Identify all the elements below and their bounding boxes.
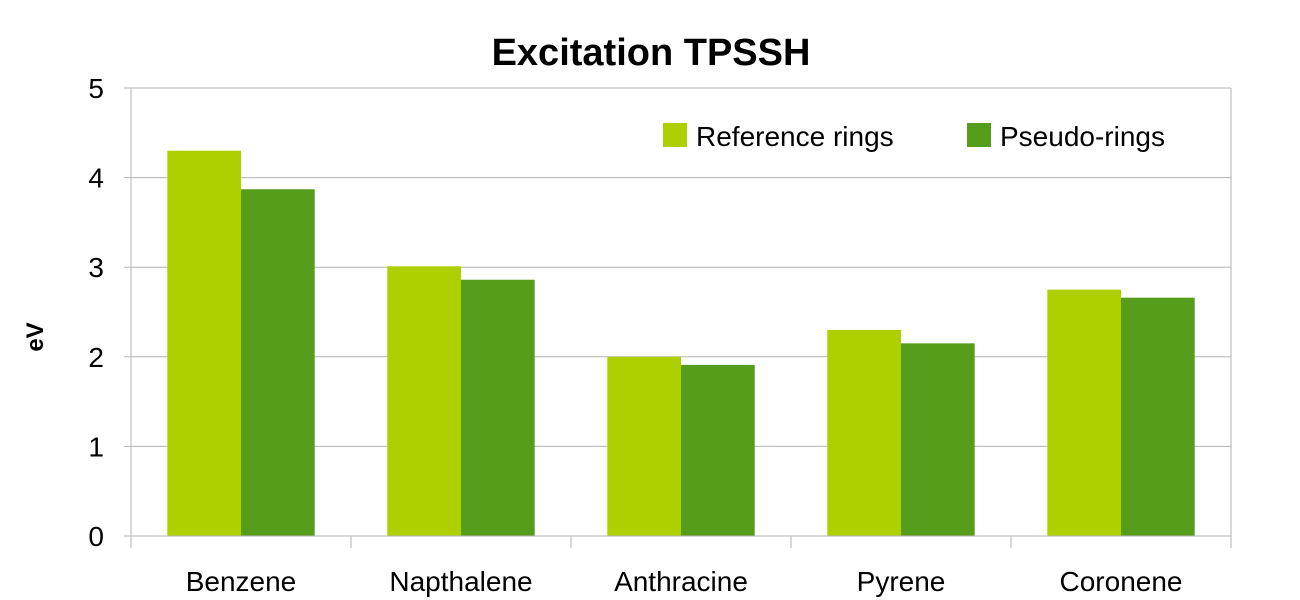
legend-label-1: Pseudo-rings <box>1000 121 1165 152</box>
bar-reference-rings-coronene <box>1047 289 1121 536</box>
legend: Reference rings Pseudo-rings <box>663 121 1165 152</box>
y-tick-labels: 0 1 2 3 4 5 <box>88 73 104 552</box>
x-tick-label-pyrene: Pyrene <box>857 566 946 597</box>
bar-pseudo-rings-benzene <box>241 189 315 537</box>
x-tick-label-benzene: Benzene <box>186 566 297 597</box>
legend-swatch-1 <box>967 123 991 147</box>
bar-reference-rings-benzene <box>167 150 241 536</box>
bar-pseudo-rings-napthalene <box>461 279 535 536</box>
legend-swatch-0 <box>663 123 687 147</box>
y-tick-label-0: 0 <box>88 521 104 552</box>
legend-label-0: Reference rings <box>696 121 894 152</box>
x-tick-label-napthalene: Napthalene <box>389 566 532 597</box>
bar-reference-rings-napthalene <box>387 266 461 536</box>
bar-pseudo-rings-pyrene <box>901 343 975 536</box>
y-tick-label-3: 3 <box>88 252 104 283</box>
bars <box>167 150 1195 537</box>
x-tick-labels: Benzene Napthalene Anthracine Pyrene Coronen… <box>186 566 1183 597</box>
bar-pseudo-rings-anthracine <box>681 364 755 536</box>
x-tick-label-anthracine: Anthracine <box>614 566 748 597</box>
chart-title: Excitation TPSSH <box>492 32 811 74</box>
bar-reference-rings-anthracine <box>607 356 681 536</box>
bar-reference-rings-pyrene <box>827 329 901 536</box>
y-tick-label-4: 4 <box>88 163 104 194</box>
y-tick-label-5: 5 <box>88 73 104 104</box>
x-tick-label-coronene: Coronene <box>1060 566 1183 597</box>
y-axis-label: eV <box>22 322 49 351</box>
axes <box>124 87 1232 548</box>
bar-pseudo-rings-coronene <box>1121 297 1195 536</box>
y-tick-label-2: 2 <box>88 342 104 373</box>
y-tick-label-1: 1 <box>88 431 104 462</box>
